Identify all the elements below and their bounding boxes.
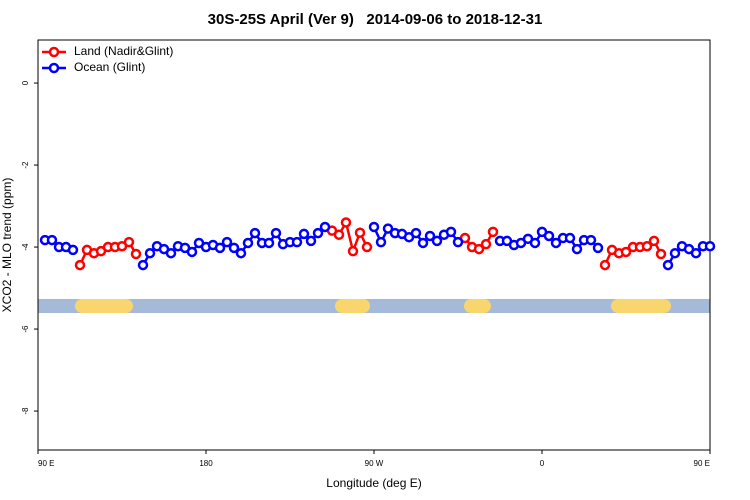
data-point xyxy=(186,246,198,258)
data-point xyxy=(333,229,345,240)
data-point xyxy=(137,259,149,271)
data-point xyxy=(599,259,611,271)
land-band xyxy=(611,299,671,313)
data-point xyxy=(312,227,324,239)
data-point xyxy=(585,234,597,246)
data-point xyxy=(648,235,660,247)
data-point xyxy=(263,237,275,249)
x-tick-label: 180 xyxy=(199,459,213,468)
legend-label: Land (Nadir&Glint) xyxy=(74,44,173,58)
data-point xyxy=(592,242,604,254)
data-point xyxy=(473,243,485,255)
chart-title: 30S-25S April (Ver 9) 2014-09-06 to 2018… xyxy=(208,11,543,28)
data-point xyxy=(242,237,254,249)
y-axis-title: XCO2 - MLO trend (ppm) xyxy=(0,178,14,313)
data-point xyxy=(214,242,226,254)
x-tick-label: 90 W xyxy=(365,459,384,468)
data-point xyxy=(347,245,359,257)
data-point xyxy=(144,247,156,259)
x-tick-label: 90 E xyxy=(694,459,710,468)
ocean-band xyxy=(38,299,710,313)
data-point xyxy=(445,226,457,238)
data-point xyxy=(67,244,79,256)
legend-marker xyxy=(48,46,60,58)
data-point xyxy=(165,247,177,259)
y-tick-label: 0 xyxy=(21,80,30,85)
data-point xyxy=(354,227,366,238)
data-point xyxy=(431,235,443,247)
data-point xyxy=(620,246,632,258)
data-point xyxy=(130,248,142,260)
x-tick-label: 0 xyxy=(540,459,545,468)
data-point xyxy=(382,223,394,234)
x-tick-label: 90 E xyxy=(38,459,54,468)
data-point xyxy=(417,237,429,249)
data-point xyxy=(564,232,576,244)
data-point xyxy=(452,236,464,248)
data-point xyxy=(571,243,583,255)
data-point xyxy=(543,230,555,242)
y-tick-label: -2 xyxy=(21,161,30,169)
data-point xyxy=(270,227,282,239)
legend-label: Ocean (Glint) xyxy=(74,60,145,74)
data-point xyxy=(480,238,492,250)
y-tick-label: -8 xyxy=(21,407,30,415)
data-point xyxy=(298,228,310,240)
data-point xyxy=(46,234,58,246)
data-point xyxy=(305,235,317,247)
data-point xyxy=(410,227,422,239)
data-point xyxy=(375,236,387,248)
plot-frame xyxy=(37,39,711,451)
data-point xyxy=(249,227,261,239)
data-point xyxy=(361,241,373,253)
data-point xyxy=(424,230,436,242)
x-axis-title: Longitude (deg E) xyxy=(326,476,421,490)
data-point xyxy=(340,217,352,228)
legend-marker xyxy=(48,62,60,74)
data-point xyxy=(319,221,331,233)
data-point xyxy=(662,259,674,271)
data-point xyxy=(235,247,247,259)
land-mask-band xyxy=(38,299,710,313)
land-band xyxy=(335,299,370,313)
data-point xyxy=(291,236,303,248)
data-point xyxy=(487,226,499,238)
data-point xyxy=(655,248,667,260)
data-point xyxy=(123,236,135,248)
land-band xyxy=(464,299,491,313)
y-tick-label: -6 xyxy=(21,325,30,333)
data-point xyxy=(550,237,562,249)
data-point xyxy=(641,240,653,252)
y-tick-label: -4 xyxy=(21,243,30,251)
data-point xyxy=(221,236,233,248)
land-band xyxy=(75,299,133,313)
data-point xyxy=(368,221,380,233)
data-point xyxy=(228,242,240,254)
data-point xyxy=(74,259,86,271)
data-point xyxy=(669,247,681,259)
data-point xyxy=(704,240,716,252)
data-point xyxy=(529,237,541,249)
data-point xyxy=(690,247,702,259)
